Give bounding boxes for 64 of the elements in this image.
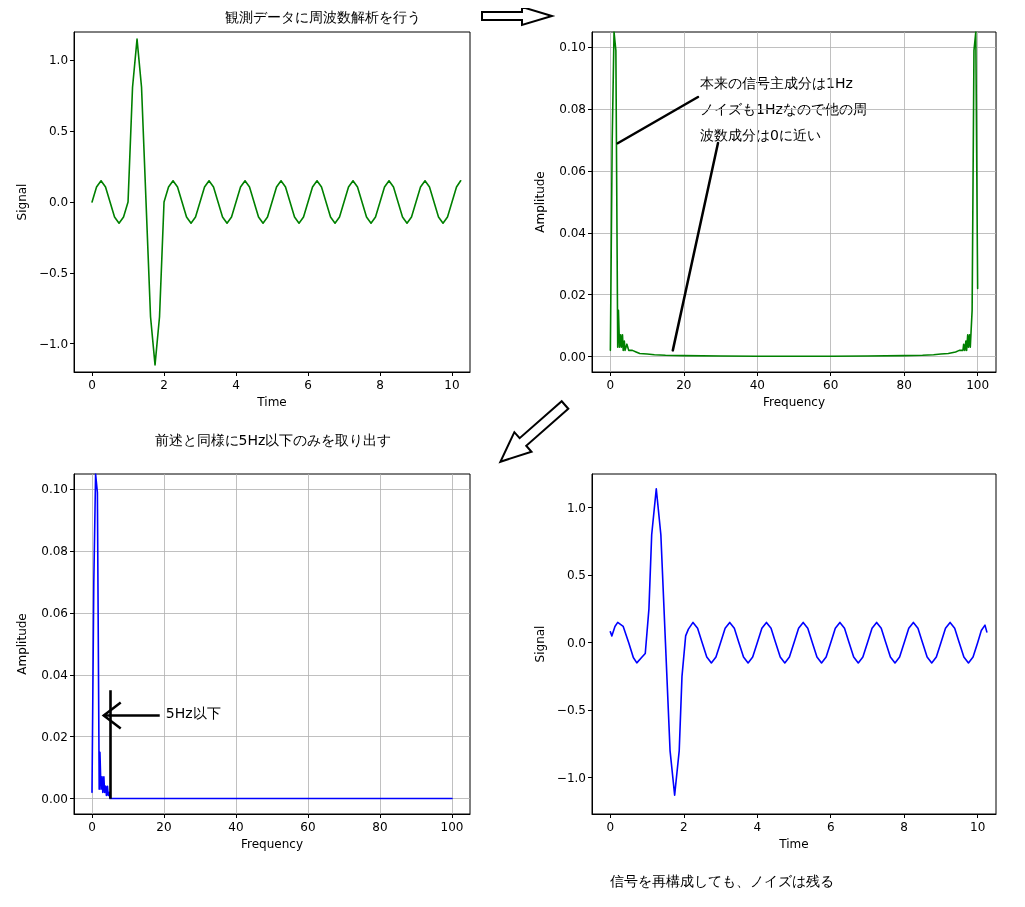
x-tick-label: 0 — [606, 820, 615, 834]
y-tick-label: 0.06 — [41, 606, 68, 621]
line-series — [609, 31, 979, 358]
x-tick-label: 8 — [900, 820, 908, 834]
y-tick-label: −1.0 — [556, 770, 586, 785]
y-tick-label: 0.00 — [41, 791, 68, 806]
x-tick-label: 4 — [753, 820, 762, 834]
y-axis-title: Signal — [532, 625, 547, 663]
y-tick-label: 0.10 — [559, 40, 586, 55]
chart-title: 前述と同様に5Hz以下のみを取り出す — [154, 432, 392, 448]
y-tick-label: 0.00 — [559, 349, 586, 364]
y-tick-label: 1.0 — [48, 53, 69, 68]
x-tick-label: 2 — [680, 820, 688, 834]
text: 信号を再構成しても、ノイズは残る — [610, 873, 834, 889]
y-tick-label: 0.04 — [41, 667, 68, 682]
x-tick-label: 4 — [232, 378, 240, 392]
x-tick-label: 0 — [606, 378, 615, 392]
y-tick-label: 0.0 — [566, 635, 586, 650]
y-tick-label: −0.5 — [556, 703, 586, 718]
x-tick-label: 10 — [970, 820, 986, 834]
y-axis-title: Amplitude — [533, 171, 547, 233]
x-tick-label: 60 — [823, 378, 839, 392]
x-tick-label: 40 — [228, 820, 244, 834]
x-tick-label: 10 — [444, 378, 460, 392]
x-tick-label: 20 — [156, 820, 172, 834]
y-tick-label: 1.0 — [566, 500, 586, 515]
x-tick-label: 60 — [300, 820, 316, 834]
x-axis-title: Time — [256, 395, 287, 409]
x-tick-label: 0 — [88, 820, 96, 834]
y-tick-label: 0.08 — [41, 544, 68, 559]
x-tick-label: 2 — [160, 378, 168, 392]
y-tick-label: −0.5 — [38, 265, 69, 280]
x-tick-label: 100 — [440, 820, 464, 834]
x-tick-label: 8 — [376, 378, 384, 392]
x-tick-label: 6 — [304, 378, 312, 392]
x-tick-label: 20 — [676, 378, 692, 392]
y-tick-label: 0.02 — [559, 287, 586, 302]
text: 観測データに周波数解析を行う — [225, 9, 421, 25]
line-series — [91, 473, 453, 800]
y-tick-label: 0.5 — [566, 568, 586, 583]
x-tick-label: 80 — [372, 820, 388, 834]
x-tick-label: 0 — [88, 378, 96, 392]
line-series — [609, 488, 988, 796]
x-tick-label: 6 — [826, 820, 835, 834]
y-tick-label: 0.5 — [48, 124, 69, 139]
x-axis-title: Time — [778, 837, 809, 851]
y-tick-label: 0.02 — [41, 729, 68, 744]
y-tick-label: 0.10 — [41, 482, 68, 497]
y-tick-label: 0.06 — [559, 164, 586, 179]
y-tick-label: 0.04 — [559, 225, 586, 240]
y-tick-label: 0.0 — [48, 195, 69, 209]
y-axis-title: Amplitude — [15, 613, 29, 675]
x-tick-label: 80 — [896, 378, 912, 392]
y-tick-label: −1.0 — [38, 336, 69, 351]
line-series — [91, 38, 462, 366]
annotation: ノイズも1Hzなので他の周波数成分は0に近い — [700, 101, 867, 143]
x-tick-label: 100 — [966, 378, 990, 392]
ref-line-label: 5Hz以下 — [165, 705, 221, 722]
x-tick-label: 40 — [749, 378, 765, 392]
y-axis-title: Signal — [15, 183, 29, 221]
x-axis-title: Frequency — [241, 837, 303, 851]
annotation: 本来の信号主成分は1Hz — [700, 75, 853, 91]
y-tick-label: 0.08 — [559, 102, 586, 117]
x-axis-title: Frequency — [763, 395, 825, 409]
